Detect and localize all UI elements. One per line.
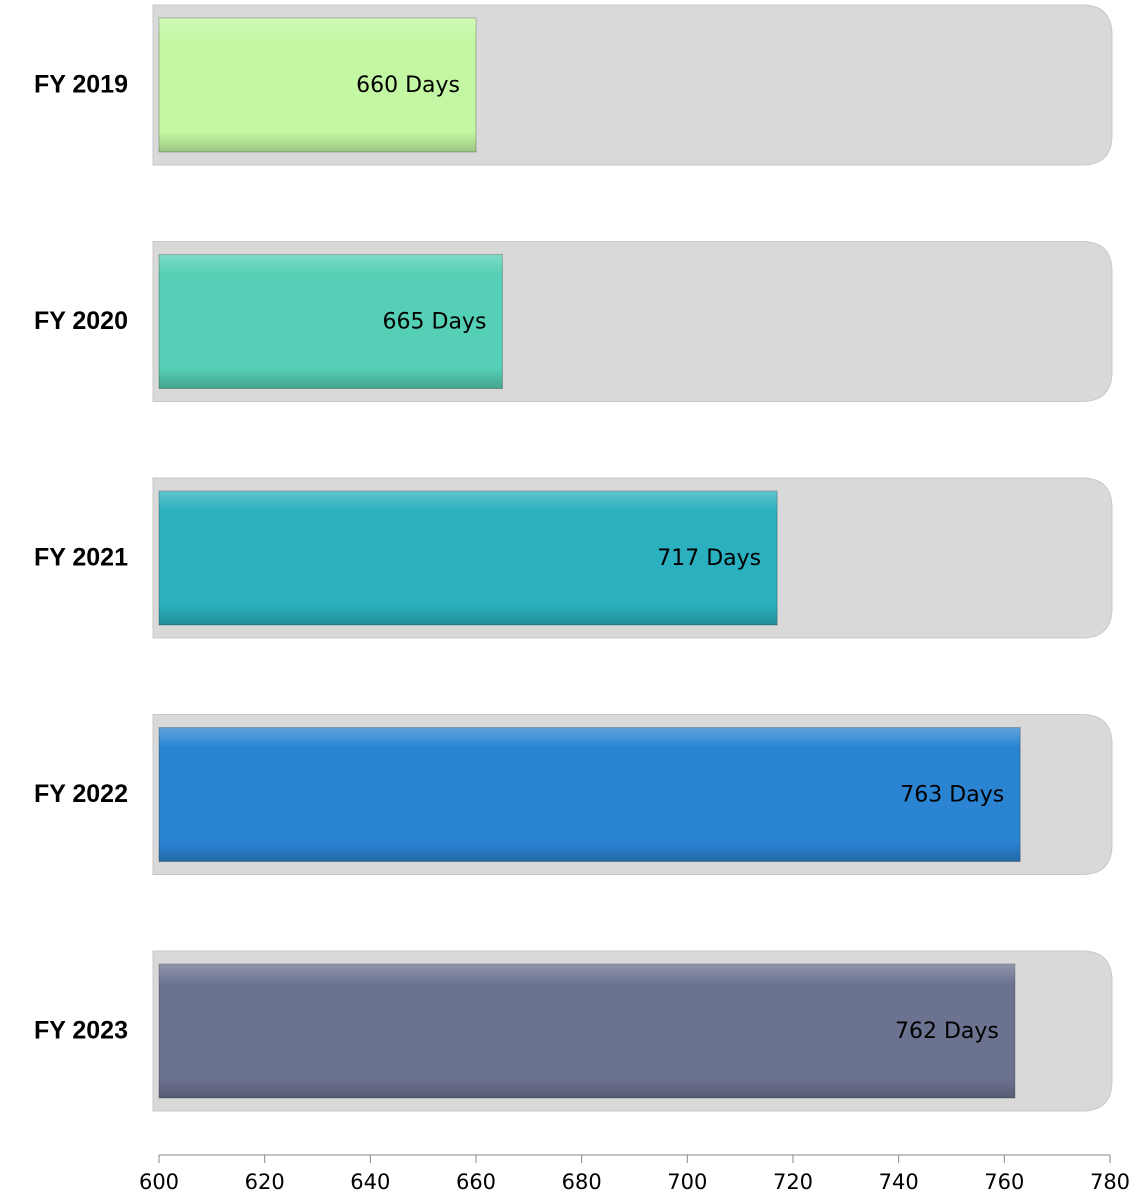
bar-shine xyxy=(159,491,778,625)
x-tick-label: 620 xyxy=(245,1170,285,1194)
category-label: FY 2021 xyxy=(34,544,128,572)
value-label: 763 Days xyxy=(900,783,1004,808)
x-tick-label: 680 xyxy=(562,1170,602,1194)
x-tick-label: 600 xyxy=(139,1170,179,1194)
bar-shine xyxy=(159,964,1015,1098)
category-label: FY 2022 xyxy=(34,780,128,808)
x-tick-label: 780 xyxy=(1090,1170,1130,1194)
category-label: FY 2023 xyxy=(34,1017,128,1045)
x-tick-label: 640 xyxy=(350,1170,390,1194)
category-label: FY 2019 xyxy=(34,71,128,99)
x-tick-label: 660 xyxy=(456,1170,496,1194)
value-label: 660 Days xyxy=(356,73,460,98)
x-tick-label: 760 xyxy=(984,1170,1024,1194)
x-tick-label: 700 xyxy=(667,1170,707,1194)
value-label: 717 Days xyxy=(657,546,761,571)
x-tick-label: 740 xyxy=(879,1170,919,1194)
value-label: 665 Days xyxy=(383,310,487,335)
category-label: FY 2020 xyxy=(34,307,128,335)
bar-shine xyxy=(159,727,1021,862)
bar-shine xyxy=(159,254,503,389)
value-label: 762 Days xyxy=(895,1019,999,1044)
x-tick-label: 720 xyxy=(773,1170,813,1194)
bar-shine xyxy=(159,18,476,152)
